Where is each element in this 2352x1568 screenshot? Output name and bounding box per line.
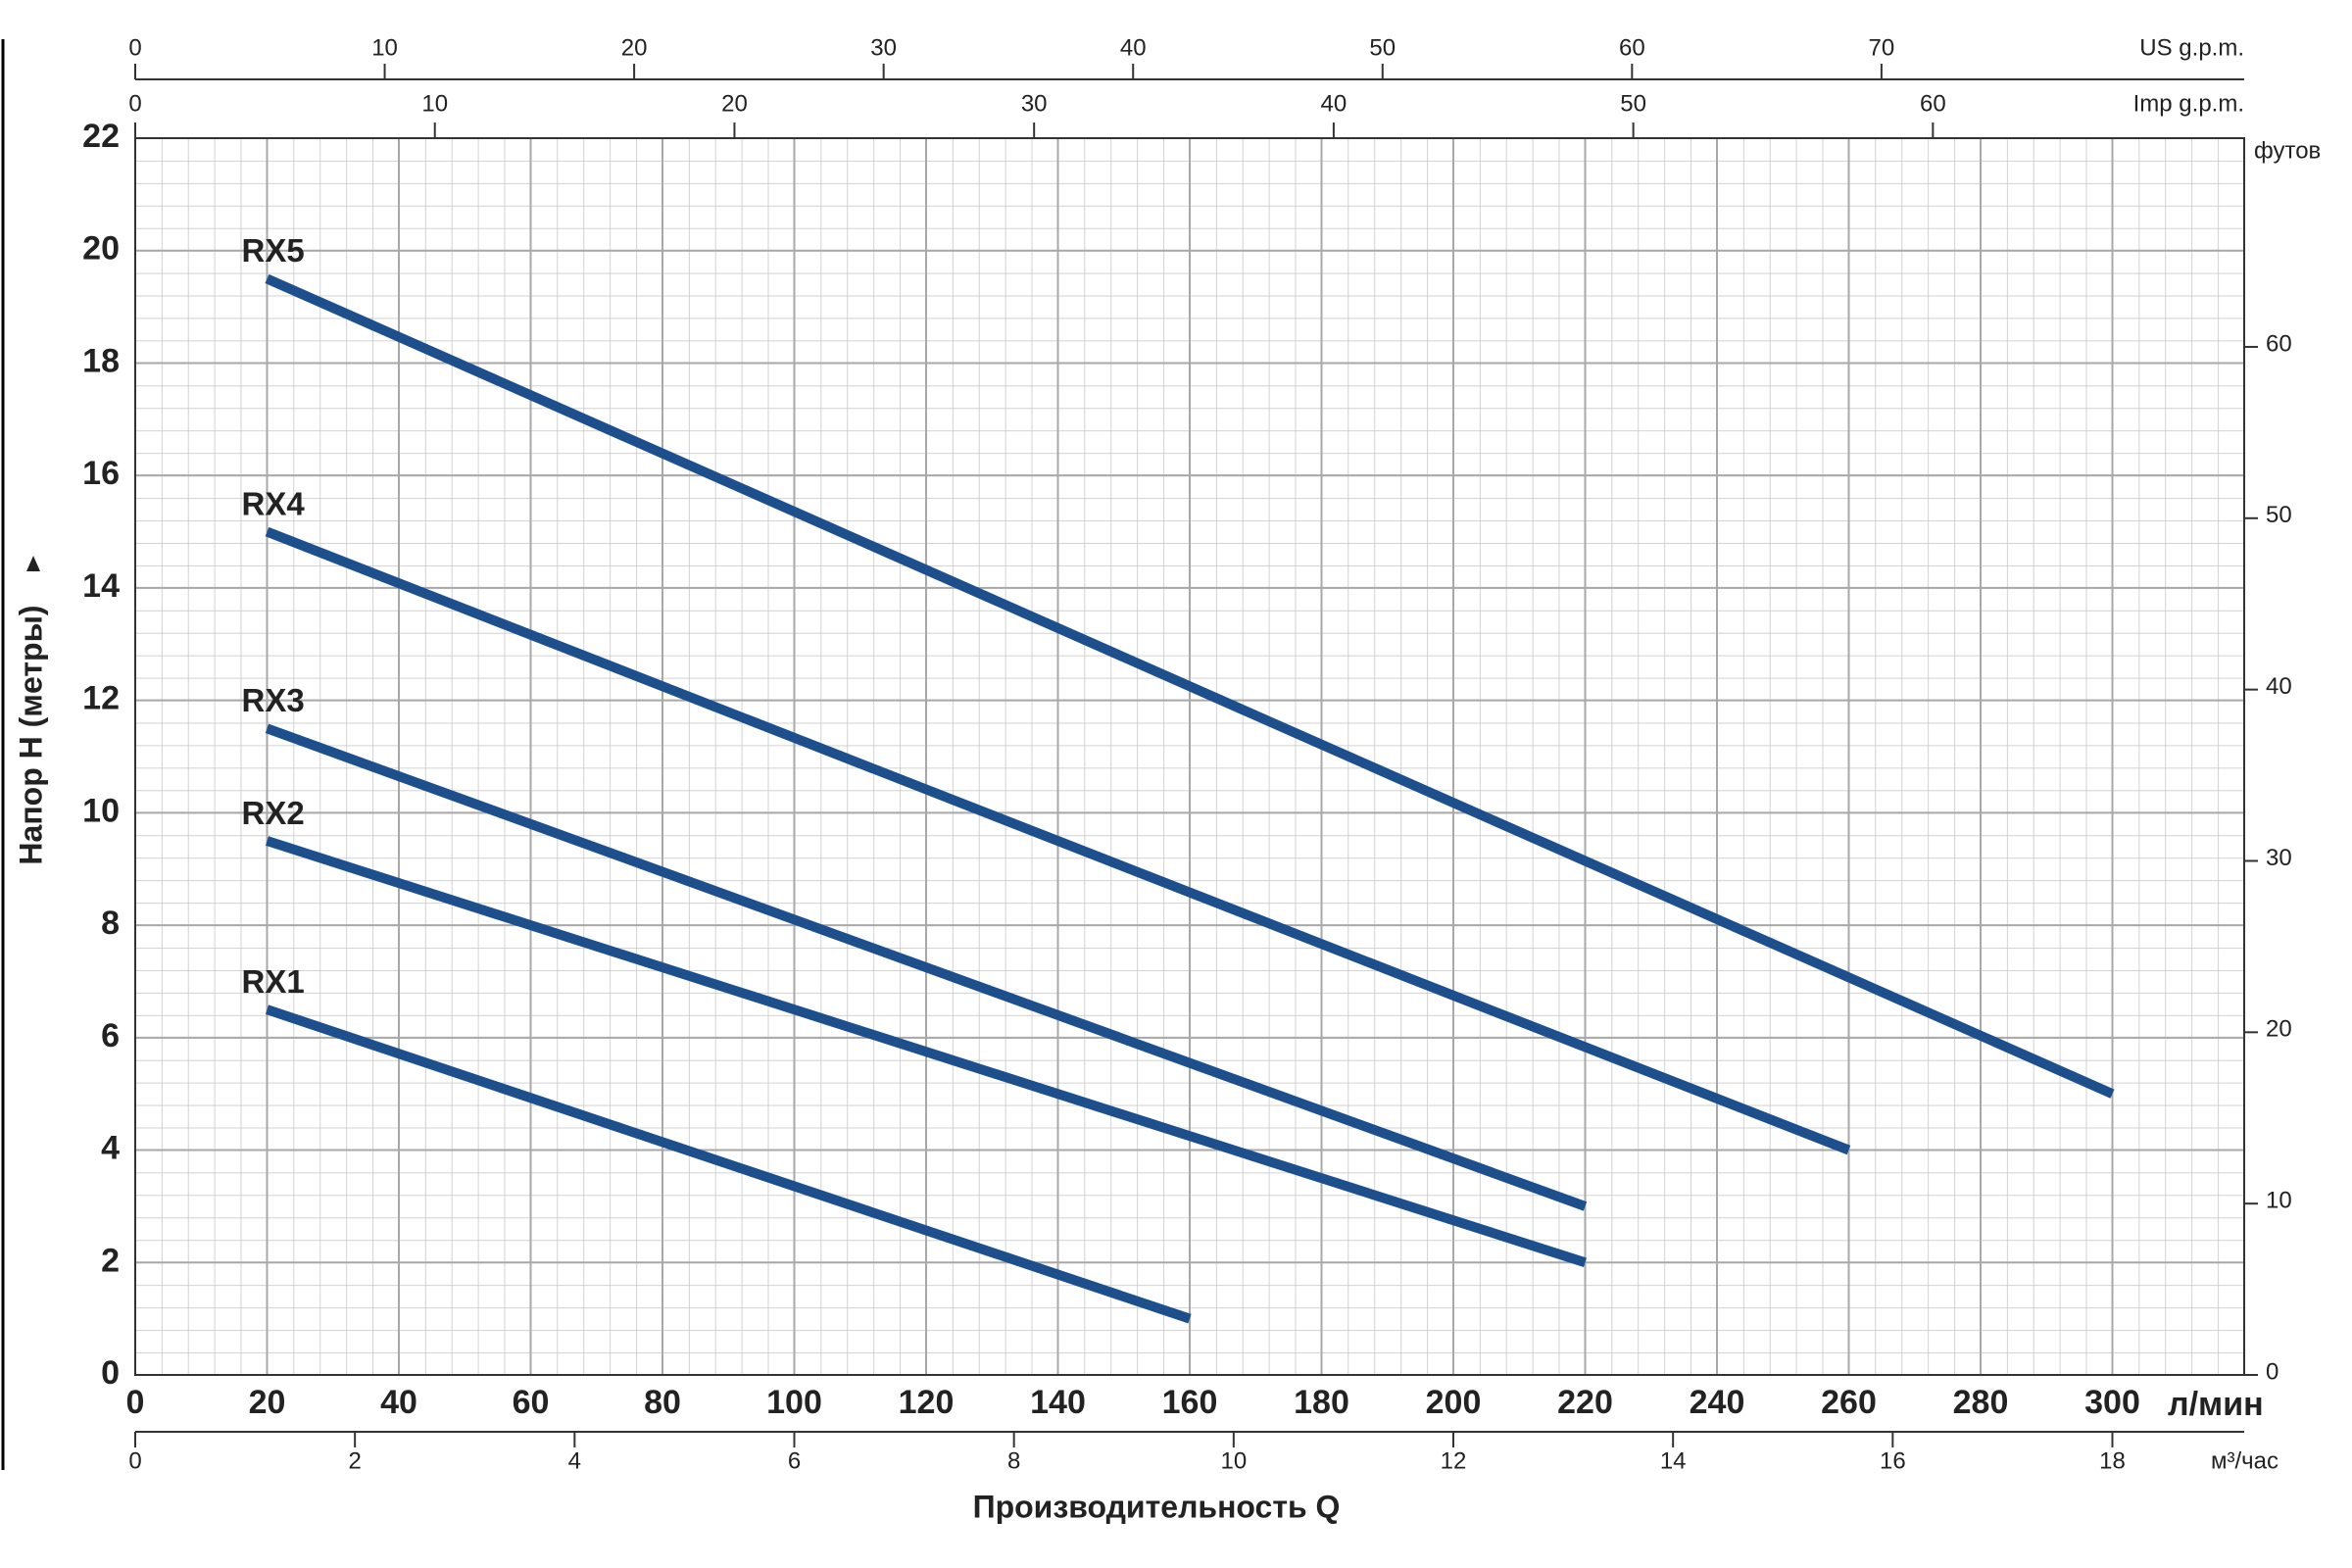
y-tick-label: 12 — [82, 680, 120, 717]
y-tick-label: 14 — [82, 567, 120, 605]
secondary-tick-label: 18 — [2099, 1447, 2126, 1474]
x-tick-label: 260 — [1821, 1384, 1877, 1421]
x-unit: л/мин — [2168, 1386, 2264, 1423]
secondary-tick-label: 0 — [128, 90, 141, 117]
secondary-tick-label: 60 — [1920, 90, 1946, 117]
y2-tick-label: 0 — [2266, 1358, 2278, 1385]
x-tick-label: 280 — [1953, 1384, 2009, 1421]
series-label: RX1 — [242, 963, 305, 1000]
y2-tick-label: 40 — [2266, 673, 2292, 700]
y2-tick-label: 50 — [2266, 502, 2292, 528]
x-tick-label: 300 — [2084, 1384, 2140, 1421]
secondary-tick-label: 10 — [371, 34, 398, 61]
secondary-tick-label: 10 — [1220, 1447, 1247, 1474]
x-tick-label: 0 — [126, 1384, 145, 1421]
x-tick-label: 180 — [1294, 1384, 1349, 1421]
secondary-tick-label: 30 — [1021, 90, 1048, 117]
secondary-tick-label: 14 — [1660, 1447, 1687, 1474]
x-tick-label: 40 — [380, 1384, 417, 1421]
x-axis-title: Производительность Q — [973, 1489, 1341, 1524]
y-tick-label: 20 — [82, 230, 120, 268]
series-label: RX5 — [242, 232, 305, 269]
series-label: RX2 — [242, 795, 305, 831]
y-tick-label: 16 — [82, 455, 120, 492]
secondary-tick-label: 20 — [721, 90, 748, 117]
secondary-tick-label: 0 — [128, 34, 141, 61]
series-label: RX4 — [242, 485, 306, 521]
series-label: RX3 — [242, 682, 305, 718]
x-tick-label: 20 — [249, 1384, 286, 1421]
y-axis-arrow — [26, 556, 40, 571]
y2-tick-label: 30 — [2266, 845, 2292, 871]
series-line — [265, 723, 1588, 1211]
axis-unit: Imp g.p.m. — [2133, 90, 2244, 117]
y-tick-label: 0 — [101, 1354, 120, 1392]
secondary-tick-label: 40 — [1321, 90, 1348, 117]
secondary-tick-label: 60 — [1619, 34, 1645, 61]
x-tick-label: 200 — [1426, 1384, 1482, 1421]
axis-unit: футов — [2254, 137, 2321, 164]
y-tick-label: 6 — [101, 1017, 120, 1054]
secondary-tick-label: 8 — [1007, 1447, 1020, 1474]
x-tick-label: 140 — [1030, 1384, 1086, 1421]
x-tick-label: 100 — [766, 1384, 822, 1421]
x-tick-label: 80 — [644, 1384, 681, 1421]
axis-unit: US g.p.m. — [2139, 34, 2244, 61]
secondary-tick-label: 20 — [621, 34, 648, 61]
secondary-tick-label: 4 — [568, 1447, 581, 1474]
x-tick-label: 240 — [1690, 1384, 1745, 1421]
x-tick-label: 60 — [513, 1384, 550, 1421]
y-tick-label: 22 — [82, 118, 120, 155]
y-tick-label: 10 — [82, 792, 120, 829]
series-line — [265, 273, 2115, 1099]
series-line — [265, 1004, 1192, 1324]
secondary-tick-label: 6 — [788, 1447, 801, 1474]
secondary-tick-label: 50 — [1620, 90, 1646, 117]
secondary-tick-label: 12 — [1441, 1447, 1467, 1474]
x-tick-label: 160 — [1162, 1384, 1218, 1421]
x-tick-label: 220 — [1557, 1384, 1613, 1421]
y-axis-title: Напор H (метры) — [13, 605, 48, 864]
y-tick-label: 2 — [101, 1242, 120, 1279]
secondary-tick-label: 50 — [1369, 34, 1396, 61]
secondary-tick-label: 2 — [348, 1447, 361, 1474]
secondary-tick-label: 40 — [1120, 34, 1147, 61]
x-tick-label: 120 — [899, 1384, 955, 1421]
axis-unit: м³/час — [2211, 1447, 2278, 1474]
series-line — [265, 836, 1588, 1268]
secondary-tick-label: 30 — [870, 34, 897, 61]
y-tick-label: 8 — [101, 905, 120, 942]
y2-tick-label: 60 — [2266, 330, 2292, 357]
y2-tick-label: 10 — [2266, 1188, 2292, 1214]
y2-tick-label: 20 — [2266, 1016, 2292, 1043]
secondary-tick-label: 10 — [421, 90, 448, 117]
secondary-tick-label: 70 — [1869, 34, 1895, 61]
series-line — [265, 526, 1851, 1155]
secondary-tick-label: 0 — [128, 1447, 141, 1474]
secondary-tick-label: 16 — [1880, 1447, 1906, 1474]
y-tick-label: 4 — [101, 1130, 120, 1167]
y-tick-label: 18 — [82, 342, 120, 379]
